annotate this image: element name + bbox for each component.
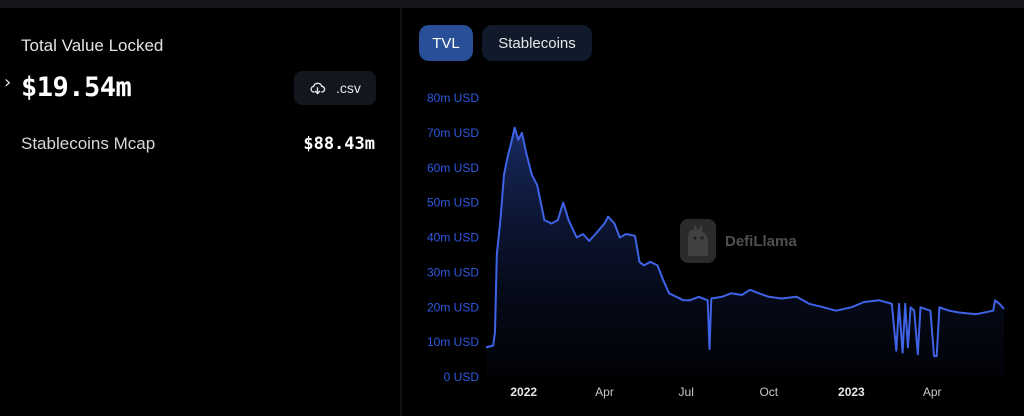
watermark-text: DefiLlama	[725, 233, 797, 250]
chevron-right-icon[interactable]: ›	[4, 72, 12, 93]
top-strip	[0, 0, 1024, 8]
tab-tvl[interactable]: TVL	[419, 25, 473, 61]
download-csv-button[interactable]: .csv	[294, 71, 376, 105]
x-tick-label: 2022	[510, 385, 537, 399]
x-tick-label: 2023	[838, 385, 865, 399]
y-tick-label: 30m USD	[427, 265, 479, 279]
x-tick-label: Oct	[759, 385, 778, 399]
tvl-area-fill	[486, 127, 1004, 377]
x-axis: 2022 Apr Jul Oct 2023 Apr	[510, 385, 941, 399]
tvl-label: Total Value Locked	[21, 36, 164, 55]
y-tick-label: 40m USD	[427, 231, 479, 245]
y-tick-label: 20m USD	[427, 300, 479, 314]
y-tick-label: 60m USD	[427, 161, 479, 175]
y-tick-label: 10m USD	[427, 335, 479, 349]
panel-divider	[400, 8, 402, 416]
llama-logo-icon	[680, 219, 716, 263]
stablecoins-mcap-value: $88.43m	[303, 134, 375, 154]
tvl-value: $19.54m	[21, 72, 132, 103]
chart-panel: TVL Stablecoins 0 USD 10m USD 20m USD 30m U…	[402, 8, 1024, 416]
tvl-chart: 0 USD 10m USD 20m USD 30m USD 40m USD 50m USD…	[427, 91, 1005, 399]
tvl-line	[485, 126, 1005, 358]
y-tick-label: 70m USD	[427, 126, 479, 140]
x-tick-label: Jul	[679, 385, 694, 399]
watermark: DefiLlama	[680, 219, 797, 263]
x-tick-label: Apr	[595, 385, 614, 399]
y-tick-label: 0 USD	[444, 370, 480, 384]
summary-panel: Total Value Locked › $19.54m .csv Stable…	[0, 8, 400, 416]
stablecoins-mcap-label: Stablecoins Mcap	[21, 134, 156, 153]
y-tick-label: 50m USD	[427, 196, 479, 210]
x-tick-label: Apr	[923, 385, 942, 399]
tab-stablecoins[interactable]: Stablecoins	[482, 25, 592, 61]
cloud-download-icon	[310, 82, 326, 94]
csv-label: .csv	[336, 80, 361, 96]
y-axis: 0 USD 10m USD 20m USD 30m USD 40m USD 50m USD…	[427, 91, 479, 384]
y-tick-label: 80m USD	[427, 91, 479, 105]
